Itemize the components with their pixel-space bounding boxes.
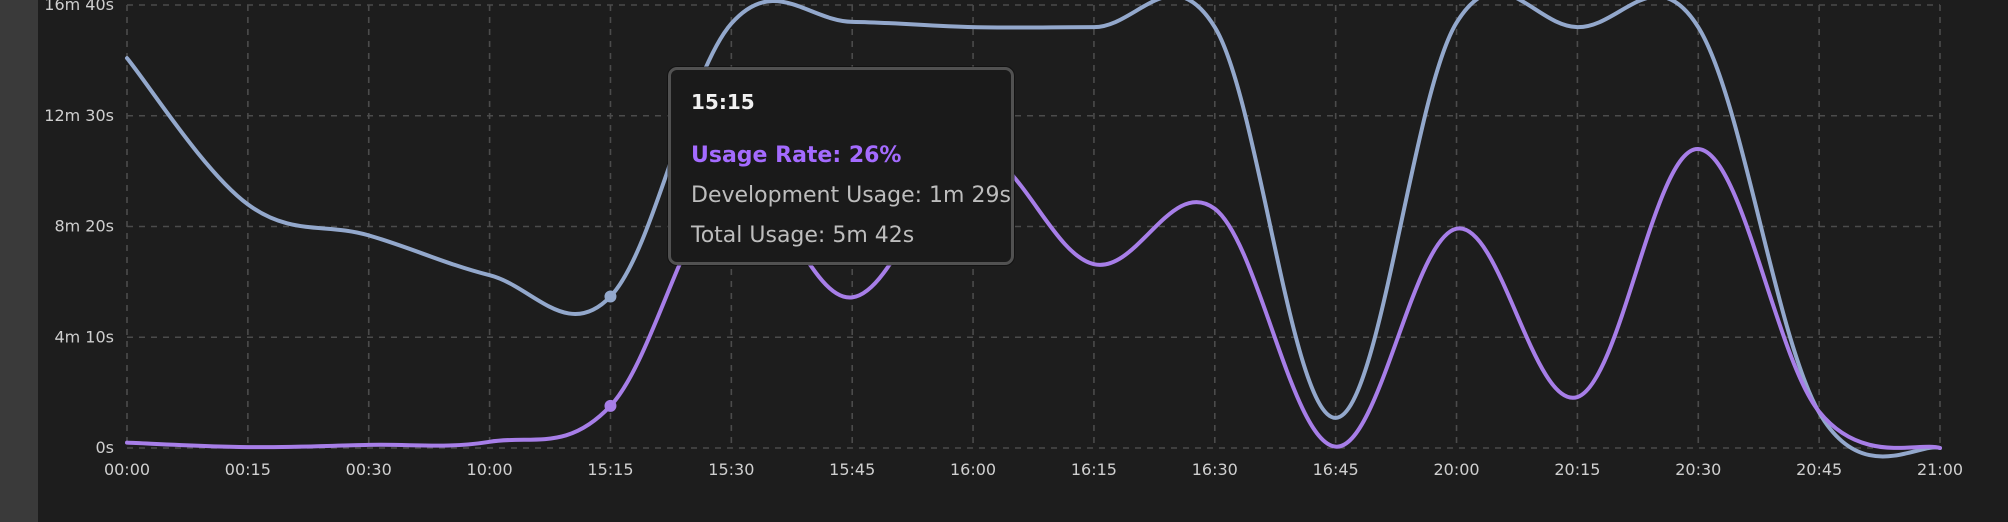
x-tick-label: 20:15 (1554, 460, 1600, 479)
x-tick-label: 16:00 (950, 460, 996, 479)
development-usage-highlight-point (604, 399, 617, 412)
x-tick-label: 00:15 (225, 460, 271, 479)
x-tick-label: 15:45 (829, 460, 875, 479)
x-tick-label: 16:30 (1192, 460, 1238, 479)
total-usage-highlight-point (604, 290, 617, 303)
x-tick-label: 20:30 (1675, 460, 1721, 479)
x-tick-label: 20:45 (1796, 460, 1842, 479)
series-layer (125, 0, 1942, 459)
axis-labels: 0s 4m 10s 8m 20s 12m 30s 16m 40s 00:00 00:15 00… (44, 0, 1963, 479)
y-tick-label: 8m 20s (54, 217, 114, 236)
tooltip-development-usage: Development Usage: 1m 29s (691, 183, 1011, 208)
x-tick-label: 16:45 (1313, 460, 1359, 479)
y-tick-label: 12m 30s (44, 106, 114, 125)
x-tick-label: 20:00 (1433, 460, 1479, 479)
x-tick-label: 16:15 (1071, 460, 1117, 479)
y-tick-label: 16m 40s (44, 0, 114, 14)
total-usage-line (125, 0, 1942, 459)
tooltip-time: 15:15 (691, 90, 755, 114)
tooltip-total-usage: Total Usage: 5m 42s (691, 223, 915, 248)
x-tick-label: 15:15 (587, 460, 633, 479)
y-tick-label: 0s (95, 438, 114, 457)
x-tick-label: 15:30 (708, 460, 754, 479)
chart-panel: 0s 4m 10s 8m 20s 12m 30s 16m 40s 00:00 00:15 00… (38, 0, 2008, 522)
development-usage-line (125, 146, 1942, 450)
tooltip: 15:15 Usage Rate: 26% Development Usage:… (668, 67, 1014, 265)
x-tick-label: 21:00 (1917, 460, 1963, 479)
grid-layer (126, 4, 1941, 449)
usage-chart: 0s 4m 10s 8m 20s 12m 30s 16m 40s 00:00 00:15 00… (44, 0, 1963, 479)
x-tick-label: 00:30 (346, 460, 392, 479)
tooltip-usage-rate: Usage Rate: 26% (691, 143, 902, 168)
x-tick-label: 10:00 (467, 460, 513, 479)
y-tick-label: 4m 10s (54, 327, 114, 346)
x-tick-label: 00:00 (104, 460, 150, 479)
